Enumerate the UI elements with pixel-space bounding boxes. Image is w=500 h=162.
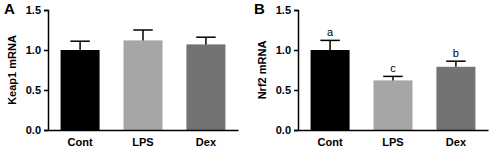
y-tick-label: 0.5	[276, 84, 291, 96]
y-tick-label: 1.0	[276, 44, 291, 56]
y-tick-mark	[44, 10, 48, 12]
error-cap	[133, 29, 153, 31]
error-cap	[320, 40, 340, 42]
y-tick: 0.5	[26, 84, 48, 96]
y-tick-label: 0.0	[276, 124, 291, 136]
x-tick: Dex	[446, 130, 467, 148]
y-tick-label: 0.0	[26, 124, 41, 136]
x-tick: LPS	[382, 130, 403, 148]
y-tick-label: 1.0	[26, 44, 41, 56]
y-tick: 0.0	[26, 124, 48, 136]
y-tick: 1.0	[276, 44, 298, 56]
x-tick-label: Cont	[318, 136, 343, 148]
y-axis: 0.0 0.5 1.0 1.5	[26, 4, 49, 136]
y-axis-title: Nrf2 mRNA	[256, 41, 268, 100]
y-tick-mark	[44, 90, 48, 92]
x-axis: Cont LPS Dex	[299, 130, 489, 148]
panel-label: B	[254, 0, 265, 17]
error-bar	[133, 30, 153, 40]
bar	[436, 67, 475, 130]
error-cap	[383, 76, 403, 78]
error-bar	[446, 61, 466, 67]
x-axis-line	[49, 130, 239, 132]
plot-area	[61, 30, 226, 130]
y-tick: 0.0	[276, 124, 298, 136]
error-line	[205, 37, 207, 44]
bar	[311, 50, 350, 130]
error-bar	[320, 40, 340, 50]
x-axis: Cont LPS Dex	[49, 130, 239, 148]
error-bar	[196, 37, 216, 44]
error-line	[79, 41, 81, 50]
error-cap	[446, 60, 466, 62]
bar	[373, 80, 412, 130]
y-tick-mark	[294, 90, 298, 92]
y-axis-title: Keap1 mRNA	[6, 35, 18, 105]
error-cap	[70, 40, 90, 42]
y-tick-mark	[44, 50, 48, 52]
x-tick: Cont	[68, 130, 93, 148]
y-tick: 1.5	[276, 4, 298, 16]
error-line	[142, 30, 144, 40]
x-tick: Cont	[318, 130, 343, 148]
panel: 0.0 0.5 1.0 1.5 Cont LPS Dex Nrf2 mRNA Ba c b	[254, 0, 489, 148]
error-cap	[196, 36, 216, 38]
y-tick: 1.0	[26, 44, 48, 56]
x-axis-line	[299, 130, 489, 132]
bar	[186, 44, 225, 130]
panel-label: A	[4, 0, 15, 17]
annotation: c	[390, 62, 396, 74]
x-tick: Dex	[196, 130, 217, 148]
x-tick-label: LPS	[382, 136, 403, 148]
bar	[61, 50, 100, 130]
y-tick-label: 1.5	[276, 4, 291, 16]
y-axis-line	[44, 11, 49, 131]
y-tick-mark	[294, 50, 298, 52]
x-tick: LPS	[132, 130, 153, 148]
y-axis-line	[294, 11, 299, 131]
panel: 0.0 0.5 1.0 1.5 Cont LPS Dex Keap1 mRNA A	[4, 0, 239, 148]
y-tick-mark	[294, 130, 298, 132]
error-line	[329, 40, 331, 50]
y-tick-label: 0.5	[26, 84, 41, 96]
x-tick-label: Cont	[68, 136, 93, 148]
figure: 0.0 0.5 1.0 1.5 Cont LPS Dex Keap1 mRNA A 0.0 0.5 1…	[0, 0, 500, 162]
error-line	[455, 61, 457, 67]
x-tick-label: LPS	[132, 136, 153, 148]
y-axis: 0.0 0.5 1.0 1.5	[276, 4, 299, 136]
y-tick: 1.5	[26, 4, 48, 16]
y-tick-label: 1.5	[26, 4, 41, 16]
bar	[123, 40, 162, 130]
y-tick-mark	[294, 10, 298, 12]
plot-area	[311, 40, 476, 130]
x-tick-label: Dex	[446, 136, 467, 148]
x-tick-label: Dex	[196, 136, 217, 148]
annotation: b	[453, 47, 459, 59]
y-tick-mark	[44, 130, 48, 132]
annotation: a	[327, 26, 334, 38]
y-tick: 0.5	[276, 84, 298, 96]
error-bar	[70, 41, 90, 50]
error-bar	[383, 76, 403, 80]
